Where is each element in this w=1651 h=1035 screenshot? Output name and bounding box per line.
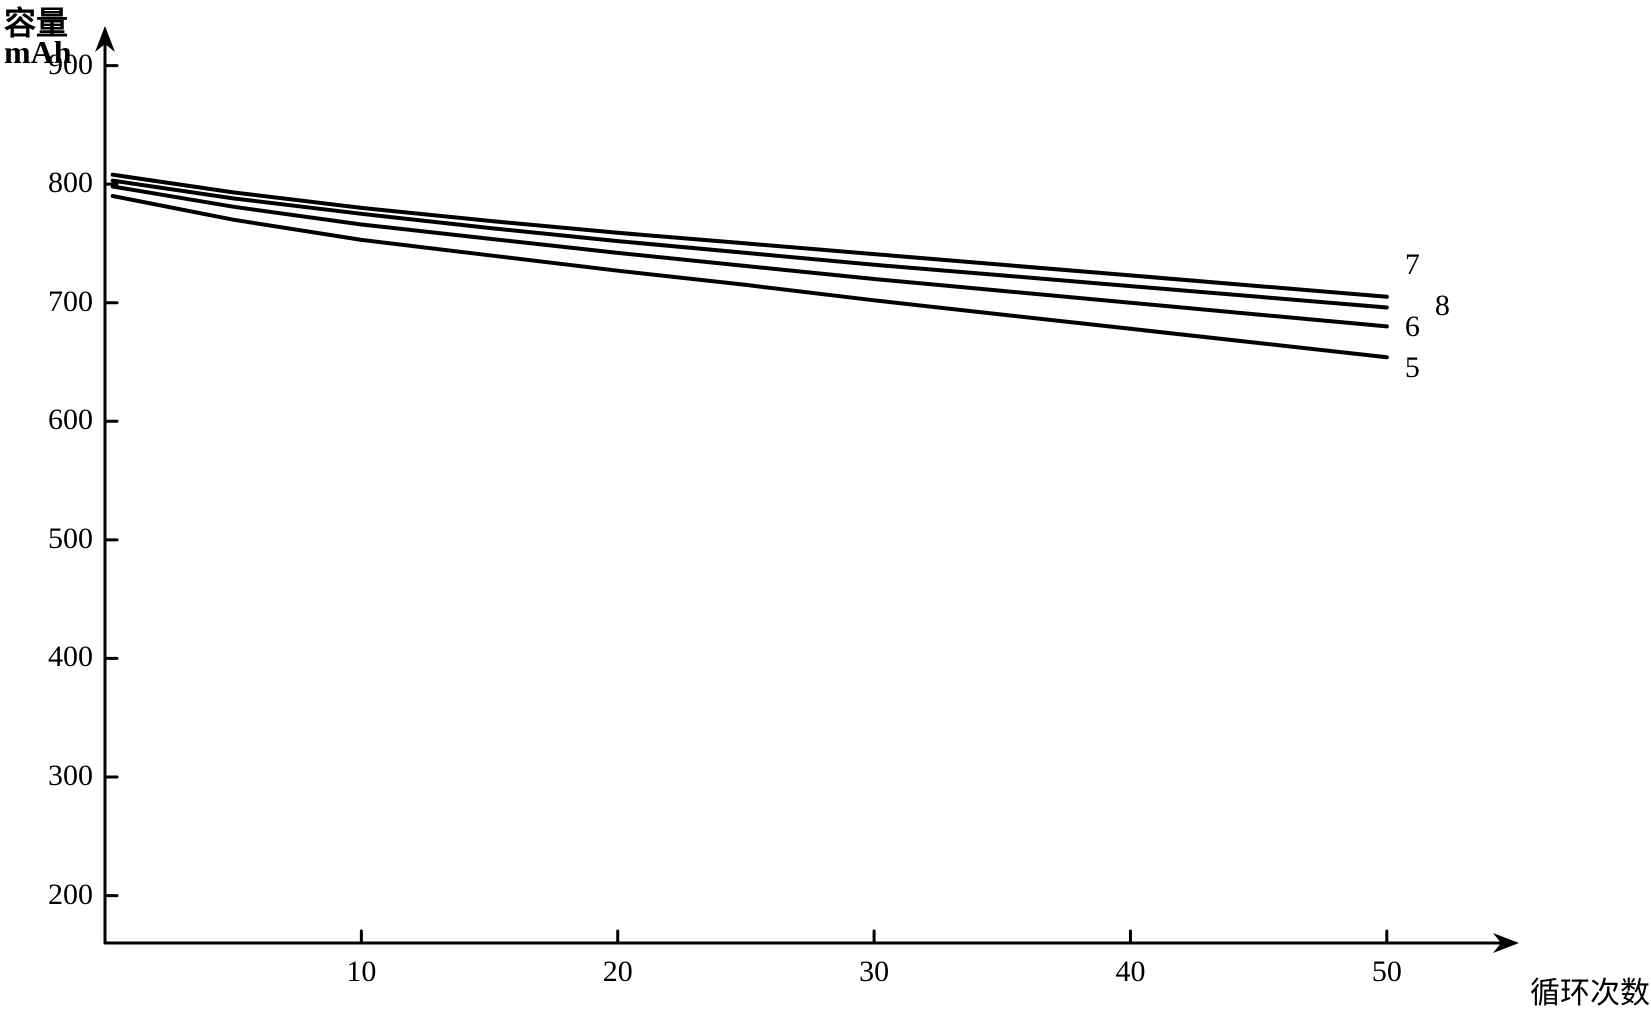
y-tick-label: 700 (48, 285, 93, 319)
y-tick-label: 900 (48, 48, 93, 82)
x-tick-label: 50 (1362, 955, 1412, 989)
series-label-8: 8 (1435, 289, 1450, 323)
y-tick-label: 300 (48, 759, 93, 793)
y-tick-label: 200 (48, 878, 93, 912)
y-tick-label: 500 (48, 522, 93, 556)
capacity-vs-cycle-chart: 容量 mAh 循环次数 200300400500600700800900 102… (0, 0, 1651, 1035)
x-tick-label: 30 (849, 955, 899, 989)
y-tick-label: 400 (48, 640, 93, 674)
series-label-7: 7 (1405, 248, 1420, 282)
x-tick-label: 10 (336, 955, 386, 989)
x-tick-label: 40 (1105, 955, 1155, 989)
x-tick-label: 20 (593, 955, 643, 989)
series-label-6: 6 (1405, 310, 1420, 344)
y-tick-label: 600 (48, 403, 93, 437)
y-tick-label: 800 (48, 166, 93, 200)
series-label-5: 5 (1405, 351, 1420, 385)
plot-svg (0, 0, 1651, 1035)
